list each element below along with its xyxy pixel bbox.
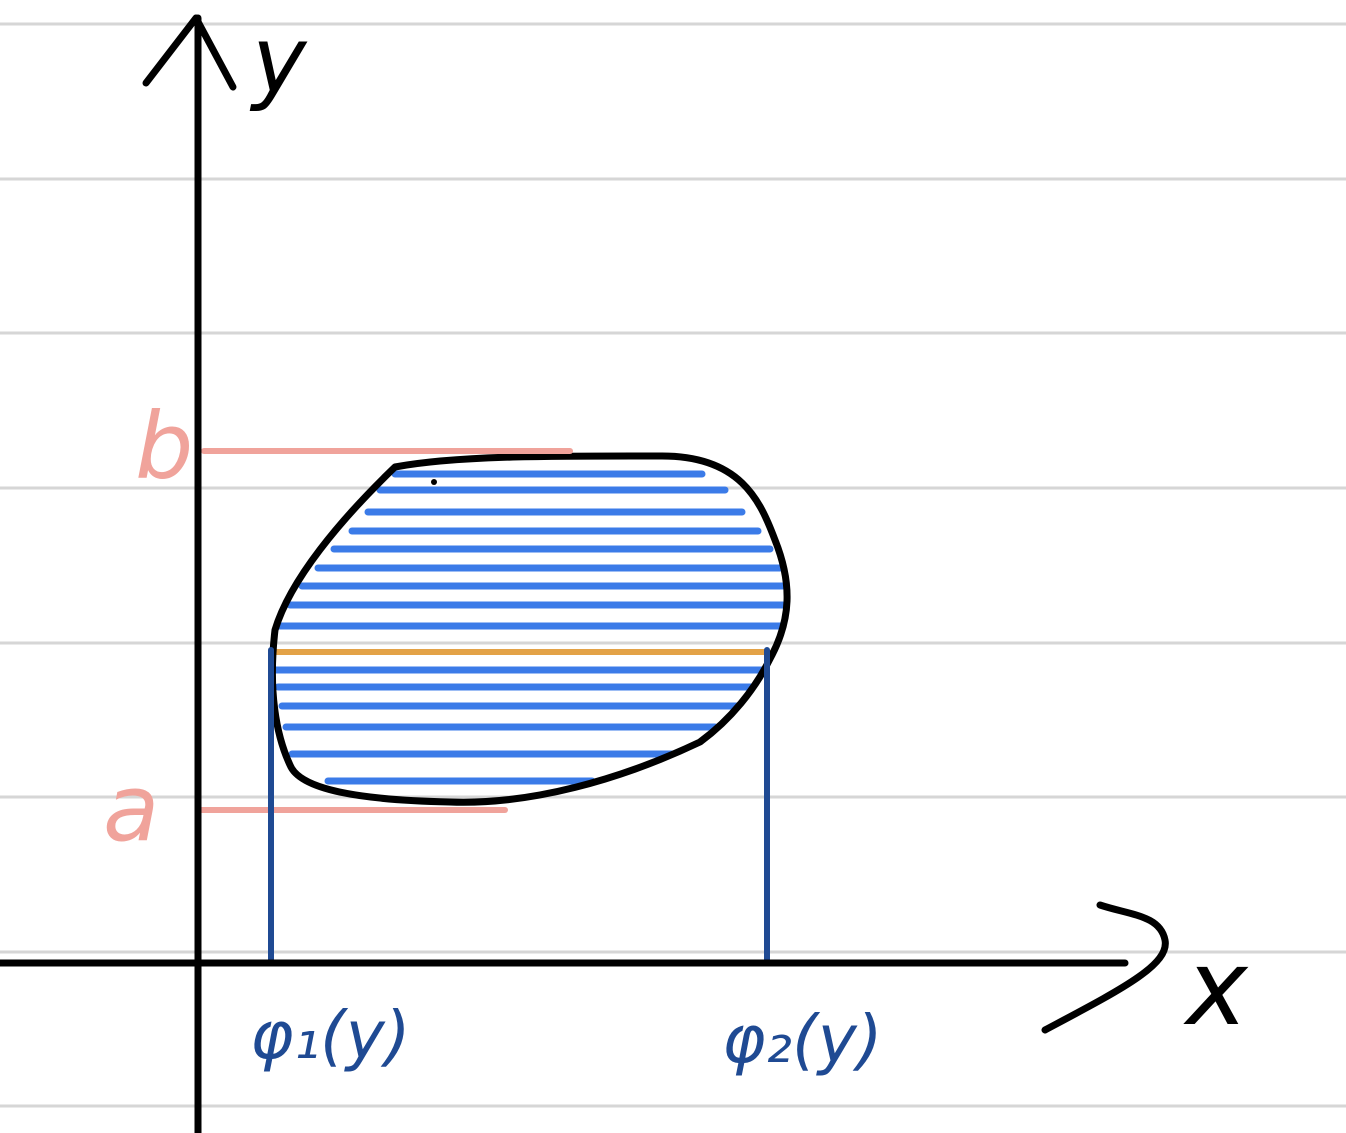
ruled-lines bbox=[0, 22, 1346, 1108]
ink-dot bbox=[431, 479, 437, 485]
lower-bound-label: a bbox=[103, 755, 159, 862]
upper-bound-label: b bbox=[135, 393, 193, 500]
x-axis-label: x bbox=[1183, 927, 1249, 1049]
right-boundary-label: φ₂(y) bbox=[722, 1001, 883, 1078]
region-hatching bbox=[272, 470, 788, 785]
y-axis-label: y bbox=[249, 7, 308, 114]
arrowhead-up-icon bbox=[142, 14, 237, 91]
arrowhead-right-icon bbox=[1041, 901, 1169, 1034]
left-boundary-label: φ₁(y) bbox=[250, 997, 411, 1074]
